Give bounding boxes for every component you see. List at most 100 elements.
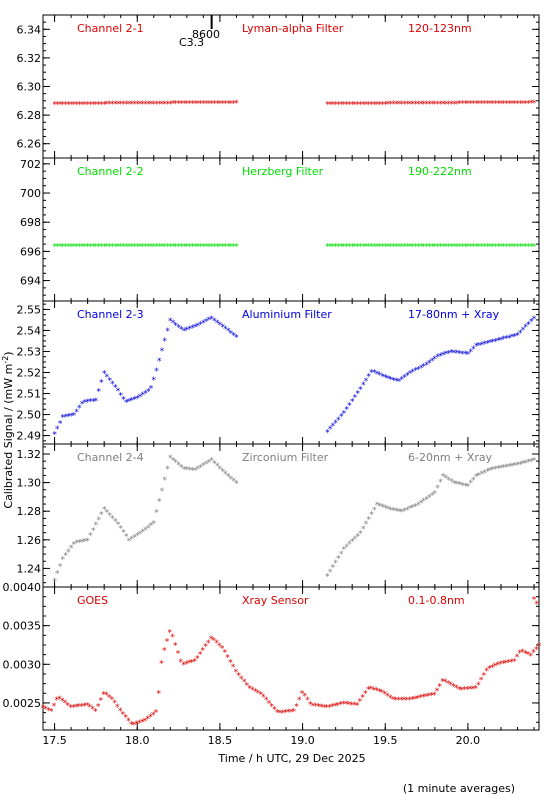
data-point: * [152, 376, 157, 386]
data-point: * [201, 462, 206, 472]
data-point: * [58, 419, 63, 429]
data-point: * [495, 661, 500, 671]
data-point: * [333, 243, 338, 253]
data-point: * [404, 696, 409, 706]
data-point: * [110, 514, 115, 524]
data-point: * [223, 99, 228, 109]
data-point: * [236, 672, 241, 682]
data-point: * [218, 321, 223, 331]
data-point: * [364, 100, 369, 110]
data-point: * [231, 332, 236, 342]
x-tick-label: 18.0 [125, 734, 150, 747]
data-point: * [422, 243, 427, 253]
data-point: * [74, 408, 79, 418]
data-point: * [212, 637, 217, 647]
data-point: * [460, 686, 465, 696]
data-point: * [493, 100, 498, 110]
data-point: * [107, 100, 112, 110]
data-point: * [52, 702, 57, 712]
data-point: * [501, 335, 506, 345]
data-point: * [94, 521, 99, 531]
data-point: * [496, 243, 501, 253]
data-point: * [364, 377, 369, 387]
data-point: * [121, 100, 126, 110]
data-point: * [535, 600, 540, 610]
data-point: * [217, 642, 222, 652]
data-point: * [182, 465, 187, 475]
data-point: * [372, 243, 377, 253]
panel-channel-label: Channel 2-3 [77, 308, 144, 321]
data-point: * [99, 697, 104, 707]
data-point: * [229, 243, 234, 253]
data-point: * [105, 243, 110, 253]
data-point: * [215, 243, 220, 253]
data-point: * [151, 711, 156, 721]
data-point: * [52, 243, 57, 253]
data-point: * [416, 694, 421, 704]
data-point: * [207, 458, 212, 468]
data-point: * [331, 101, 336, 111]
data-point: * [190, 100, 195, 110]
data-point: * [474, 100, 479, 110]
data-point: * [333, 419, 338, 429]
data-point: * [261, 693, 266, 703]
data-point: * [446, 680, 451, 690]
data-point: * [69, 243, 74, 253]
data-point: * [400, 100, 405, 110]
data-point: * [377, 371, 382, 381]
data-point: * [146, 524, 151, 534]
data-point: * [372, 506, 377, 516]
data-point: * [397, 243, 402, 253]
data-point: * [488, 339, 493, 349]
data-point: * [350, 101, 355, 111]
data-point: * [176, 100, 181, 110]
data-point: * [80, 100, 85, 110]
data-point: * [85, 243, 90, 253]
data-point: * [94, 397, 99, 407]
data-point: * [394, 377, 399, 387]
data-point: * [380, 100, 385, 110]
data-point: * [207, 316, 212, 326]
data-point: * [518, 460, 523, 470]
data-point: * [457, 350, 462, 360]
data-point: * [421, 693, 426, 703]
data-point: * [316, 703, 321, 713]
data-point: * [490, 100, 495, 110]
data-point: * [411, 100, 416, 110]
data-point: * [369, 685, 374, 695]
data-point: * [397, 508, 402, 518]
data-point: * [88, 100, 93, 110]
data-point: * [247, 685, 252, 695]
data-point: * [280, 709, 285, 719]
panel-frame [42, 157, 540, 302]
data-point: * [355, 532, 360, 542]
data-point: * [231, 663, 236, 673]
data-point: * [226, 99, 231, 109]
data-point: * [198, 100, 203, 110]
data-point: * [515, 332, 520, 342]
data-point: * [143, 243, 148, 253]
data-point: * [477, 471, 482, 481]
data-point: * [201, 319, 206, 329]
data-point: * [52, 577, 57, 587]
data-point: * [113, 243, 118, 253]
data-point: * [446, 476, 451, 486]
data-point: * [220, 468, 225, 478]
data-point: * [107, 511, 112, 521]
data-point: * [311, 702, 316, 712]
data-point: * [383, 504, 388, 514]
data-point: * [201, 647, 206, 657]
data-point: * [419, 364, 424, 374]
data-point: * [468, 243, 473, 253]
data-point: * [444, 474, 449, 484]
data-point: * [507, 463, 512, 473]
data-point: * [471, 476, 476, 486]
data-point: * [457, 243, 462, 253]
panel-2: 694 696 698 700 702 Channel 2-2 Herzberg Filte… [20, 157, 540, 302]
data-point: * [121, 396, 126, 406]
data-point: * [529, 457, 534, 467]
data-point: * [225, 654, 230, 664]
y-tick-label: 1.26 [17, 534, 42, 547]
data-point: * [435, 243, 440, 253]
data-point: * [184, 660, 189, 670]
